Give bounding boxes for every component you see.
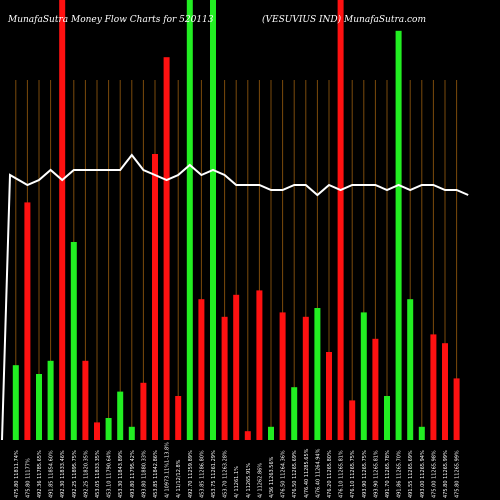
bar <box>12 365 19 440</box>
x-tick-label: 4/76.40 11285.65% <box>304 448 310 498</box>
bar <box>70 242 77 440</box>
x-tick-label: 492.36 11785.65% <box>37 450 43 498</box>
bar <box>94 422 100 440</box>
bar <box>175 396 182 440</box>
x-tick-label: 476.20 11265.80% <box>327 450 333 498</box>
x-tick-label: 453.10 11790.64% <box>107 450 113 498</box>
x-tick-label: 4/ 11/12/12.8% <box>176 459 182 498</box>
chart-title-right: (VESUVIUS IND) MunafaSutra.com <box>262 14 426 25</box>
bar <box>244 431 251 440</box>
x-tick-label: 476.10 11265.81% <box>339 450 345 498</box>
x-tick-label: 476.10 11265.75% <box>350 450 356 498</box>
bar <box>47 360 54 440</box>
x-tick-label: 493.80 11795.42% <box>130 450 136 498</box>
x-tick-label: 4/76.40 11264.94% <box>315 448 321 498</box>
bar <box>418 426 425 440</box>
bar <box>256 290 263 440</box>
bar <box>407 299 414 440</box>
bar <box>442 343 448 440</box>
bar <box>117 391 124 440</box>
bar <box>279 312 286 440</box>
x-tick-label: 4/36 11263.56% <box>269 456 275 498</box>
bar <box>163 57 170 440</box>
x-tick-label: 453.70 11263.28% <box>223 450 229 498</box>
bar <box>140 382 147 440</box>
bar <box>59 0 66 440</box>
mfi-line <box>1 153 469 441</box>
bar <box>210 0 216 440</box>
x-tick-label: 4/ 10973.11%1-13.8% <box>165 442 171 498</box>
mfi-series <box>1 153 469 441</box>
bars <box>12 0 460 441</box>
x-tick-label: 492.70 11259.89% <box>188 450 194 498</box>
bar <box>221 316 228 440</box>
bar <box>268 426 274 440</box>
bar <box>105 418 112 440</box>
x-tick-label: 493.90 11265.81% <box>373 450 379 498</box>
bar <box>152 154 158 440</box>
bar <box>82 360 89 440</box>
bar <box>430 334 437 440</box>
x-tick-label: 475.80 11811.74% <box>14 450 20 498</box>
bar <box>291 387 298 440</box>
x-tick-label: 492.25 11820.35% <box>83 450 89 498</box>
x-tick-labels: 475.80 11811.74% 475.80 11177% 492.36 1178… <box>14 442 461 498</box>
x-tick-label: 453.75 11261.29% <box>211 450 217 498</box>
bar <box>302 316 309 440</box>
bar <box>314 308 321 440</box>
x-tick-label: 453.30 11843.89% <box>118 450 124 498</box>
bar <box>233 294 240 440</box>
x-tick-label: 492.25 11895.75% <box>72 450 78 498</box>
bar <box>36 374 42 440</box>
x-tick-label: 453.85 11842.86% <box>153 450 159 498</box>
x-tick-label: 475.80 11265.99% <box>443 450 449 498</box>
x-tick-label: 4/ 11262.86% <box>257 463 263 498</box>
x-tick-label: 475.00 11265.98% <box>431 450 437 498</box>
x-tick-label: 476.50 11264.36% <box>281 450 287 498</box>
x-tick-label: 492.30 11833.46% <box>60 450 66 498</box>
bar <box>198 299 205 440</box>
chart-title-left: MunafaSutra Money Flow Charts for 520113 <box>7 15 214 25</box>
x-tick-label: 493.80 11880.33% <box>141 450 147 498</box>
bar <box>453 378 460 440</box>
x-tick-label: 493.00 11265.94% <box>420 450 426 498</box>
x-tick-label: 453.05 11833.35% <box>95 450 101 498</box>
x-tick-label: 491.86 11265.70% <box>397 450 403 498</box>
bar <box>395 30 402 441</box>
bar <box>186 0 193 440</box>
x-tick-label: 491.70 11265.78% <box>385 450 391 498</box>
bar <box>372 338 379 440</box>
bar <box>360 312 367 440</box>
bar <box>24 202 31 440</box>
x-tick-label: 493.90 11265.75% <box>362 450 368 498</box>
bar <box>326 352 332 440</box>
bar <box>128 426 135 440</box>
x-tick-label: 4/ 11265.91% <box>246 463 252 498</box>
x-tick-label: 4/ 11261.1% <box>234 466 240 498</box>
bar <box>349 400 356 440</box>
x-tick-label: 475.80 11265.99% <box>455 450 461 498</box>
x-tick-label: 475.80 11177% <box>25 458 31 498</box>
bar <box>384 396 390 440</box>
x-tick-label: 491.55 11265.69% <box>408 450 414 498</box>
bar <box>337 0 344 440</box>
x-tick-label: 453.85 11286.80% <box>199 450 205 498</box>
x-tick-label: 491.85 11854.60% <box>49 450 55 498</box>
x-tick-label: 476.50 11265.69% <box>292 450 298 498</box>
